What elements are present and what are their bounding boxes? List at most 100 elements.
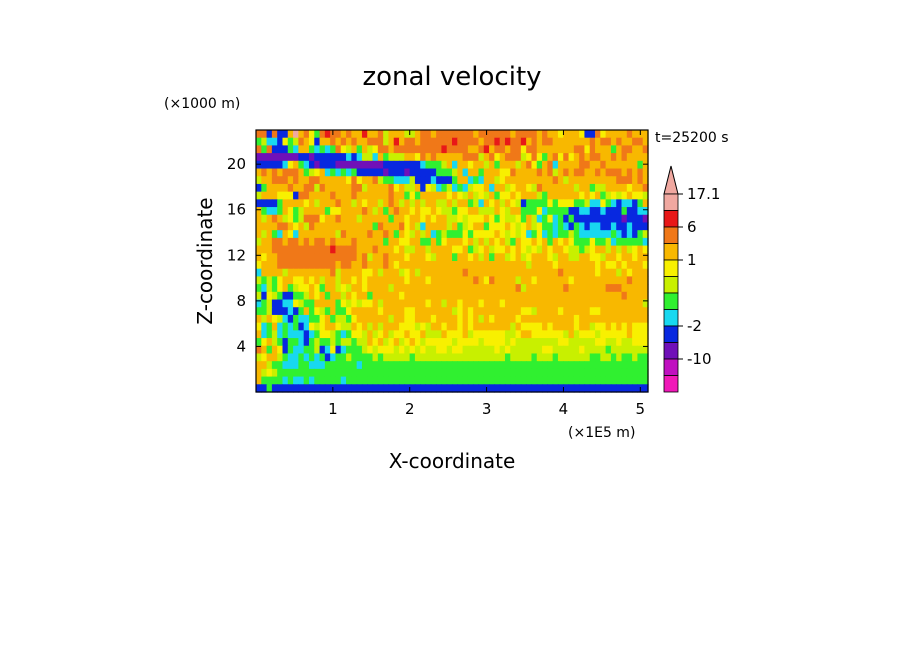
heatmap-cell: [298, 230, 305, 239]
heatmap-cell: [621, 322, 628, 331]
heatmap-cell: [367, 214, 374, 224]
heatmap-cell: [346, 291, 352, 301]
heatmap-cell: [510, 153, 517, 162]
heatmap-cell: [621, 137, 628, 147]
heatmap-cell: [462, 299, 469, 308]
heatmap-cell: [552, 338, 559, 347]
heatmap-cell: [425, 130, 432, 139]
heatmap-cell: [473, 153, 480, 162]
heatmap-cell: [467, 153, 474, 162]
heatmap-cell: [361, 153, 368, 162]
heatmap-cell: [324, 137, 331, 147]
heatmap-cell: [531, 345, 538, 355]
heatmap-cell: [621, 276, 628, 285]
heatmap-cell: [314, 338, 321, 347]
heatmap-cell: [542, 322, 548, 331]
heatmap-cell: [388, 384, 395, 393]
heatmap-cell: [303, 268, 310, 278]
heatmap-cell: [271, 384, 278, 393]
heatmap-cell: [504, 222, 511, 231]
heatmap-cell: [361, 376, 368, 385]
heatmap-cell: [377, 160, 384, 170]
heatmap-cell: [584, 253, 591, 262]
heatmap-cell: [266, 361, 273, 370]
heatmap-cell: [489, 330, 495, 339]
heatmap-cell: [383, 307, 390, 316]
heatmap-cell: [457, 191, 464, 200]
heatmap-cell: [616, 214, 623, 224]
heatmap-cell: [452, 245, 458, 254]
heatmap-cell: [494, 230, 501, 239]
heatmap-cell: [610, 314, 617, 324]
heatmap-cell: [361, 176, 368, 185]
heatmap-cell: [542, 183, 548, 193]
heatmap-cell: [271, 299, 278, 308]
heatmap-cell: [642, 214, 649, 224]
heatmap-cell: [346, 207, 352, 216]
heatmap-cell: [330, 361, 337, 370]
heatmap-cell: [637, 368, 644, 378]
heatmap-cell: [330, 353, 337, 362]
heatmap-cell: [256, 299, 262, 308]
heatmap-cell: [526, 353, 533, 362]
heatmap-cell: [282, 330, 289, 339]
heatmap-cell: [452, 207, 458, 216]
heatmap-cell: [605, 353, 612, 362]
heatmap-cell: [452, 291, 458, 301]
heatmap-cell: [504, 330, 511, 339]
heatmap-cell: [441, 183, 448, 193]
heatmap-cell: [340, 214, 347, 224]
heatmap-cell: [420, 191, 427, 200]
heatmap-cell: [626, 330, 633, 339]
heatmap-cell: [256, 284, 262, 293]
heatmap-cell: [346, 199, 352, 208]
heatmap-cell: [573, 307, 580, 316]
heatmap-cell: [430, 291, 437, 301]
heatmap-cell: [520, 299, 527, 308]
heatmap-cell: [425, 268, 432, 278]
heatmap-cell: [303, 338, 310, 347]
heatmap-cell: [478, 199, 485, 208]
heatmap-cell: [452, 261, 458, 270]
heatmap-cell: [383, 137, 390, 147]
heatmap-cell: [335, 199, 342, 208]
heatmap-cell: [589, 314, 596, 324]
heatmap-cell: [573, 314, 580, 324]
heatmap-cell: [579, 338, 586, 347]
heatmap-cell: [271, 291, 278, 301]
heatmap-cell: [595, 307, 601, 316]
heatmap-cell: [563, 245, 570, 254]
heatmap-cell: [346, 376, 352, 385]
heatmap-cell: [504, 207, 511, 216]
heatmap-cell: [552, 130, 559, 139]
heatmap-cell: [552, 261, 559, 270]
heatmap-cell: [626, 368, 633, 378]
heatmap-cell: [542, 207, 548, 216]
plot-frame: [255, 129, 649, 393]
heatmap-cell: [637, 307, 644, 316]
heatmap-cell: [388, 368, 395, 378]
heatmap-cell: [616, 137, 623, 147]
heatmap-cell: [584, 291, 591, 301]
heatmap-cell: [388, 137, 395, 147]
heatmap-cell: [632, 268, 639, 278]
heatmap-cell: [584, 214, 591, 224]
heatmap-cell: [568, 330, 575, 339]
heatmap-cell: [335, 353, 342, 362]
heatmap-cell: [335, 222, 342, 231]
heatmap-cell: [616, 368, 623, 378]
heatmap-cell: [557, 307, 564, 316]
heatmap-cell: [261, 376, 268, 385]
heatmap-cell: [351, 330, 358, 339]
heatmap-cell: [319, 237, 326, 247]
heatmap-cell: [314, 230, 321, 239]
heatmap-cell: [573, 368, 580, 378]
heatmap-cell: [563, 230, 570, 239]
heatmap-cell: [536, 361, 543, 370]
heatmap-cell: [256, 191, 262, 200]
heatmap-cell: [632, 245, 639, 254]
heatmap-cell: [441, 253, 448, 262]
heatmap-cell: [298, 307, 305, 316]
heatmap-cell: [330, 368, 337, 378]
heatmap-cell: [330, 330, 337, 339]
